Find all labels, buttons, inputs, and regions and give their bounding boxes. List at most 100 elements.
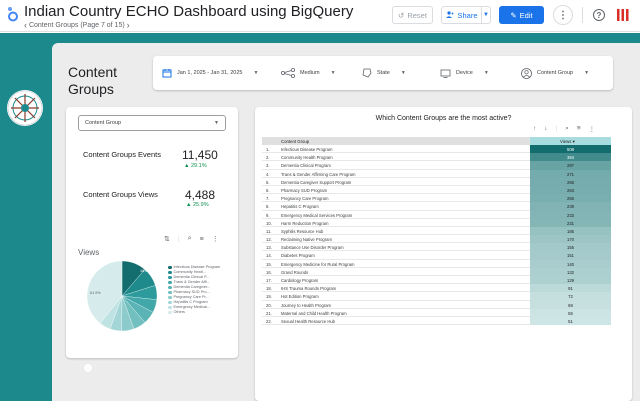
scroll-indicator[interactable] (84, 364, 92, 372)
date-range-label: Jan 1, 2025 - Jan 31, 2025 (177, 70, 243, 76)
table-row[interactable]: 12. Reclaiming Native Program 170 (262, 235, 611, 244)
legend-item[interactable]: Pharmacy SUD Pro... (168, 290, 230, 295)
table-row[interactable]: 22. Sexual Health Resource Hub 51 (262, 316, 611, 326)
legend-label: Others (173, 310, 185, 314)
share-dropdown-button[interactable]: ▼ (481, 6, 491, 24)
edit-button[interactable]: ✎ Edit (499, 6, 544, 24)
views-cell: 256 (530, 194, 611, 203)
table-row[interactable]: 6. Pharmacy SUD Program 263 (262, 185, 611, 195)
medium-filter[interactable]: Medium ▼ (281, 56, 336, 90)
more-options-button[interactable]: ⋮ (553, 5, 573, 25)
table-row[interactable]: 8. Hepatitis C Program 239 (262, 202, 611, 211)
content-group-select[interactable]: Content Group ▼ (78, 115, 226, 131)
table-row[interactable]: 14. Diabetes Program 151 (262, 251, 611, 260)
table-row[interactable]: 19. Hot Edition Program 72 (262, 292, 611, 301)
views-cell: 263 (530, 185, 611, 195)
chevron-left-icon[interactable]: ‹ (24, 20, 27, 30)
content-group-cell: Dementia Clinical Program (281, 163, 331, 169)
sort-down-icon[interactable]: ↓ (544, 125, 548, 132)
legend-item[interactable]: Others (168, 310, 230, 315)
drill-up-icon[interactable]: ⇅ (164, 236, 170, 243)
views-cell: 155 (530, 243, 611, 252)
views-cell: 233 (530, 210, 611, 219)
views-value: 231 (567, 220, 574, 226)
row-number: 8. (266, 204, 270, 210)
legend-label: Infectious Disease Program (173, 265, 221, 269)
row-number: 22. (266, 318, 272, 324)
views-value: 129 (567, 278, 574, 283)
report-title[interactable]: Indian Country ECHO Dashboard using BigQ… (24, 3, 354, 20)
views-value: 151 (567, 253, 574, 259)
legend-swatch (168, 300, 172, 304)
column-header-content-group[interactable]: Content Group (281, 139, 310, 144)
table-row[interactable]: 18. IHS Trauma Rounds Program 91 (262, 284, 611, 293)
legend-item[interactable]: Hepatitis C Program (168, 300, 230, 305)
content-group-filter-label: Content Group (537, 70, 574, 76)
table-row[interactable]: 15. Emergency Medicine for Rural Program 1… (262, 259, 611, 268)
zoom-icon[interactable]: ⌕ (187, 235, 192, 242)
views-cell: 266 (530, 177, 611, 186)
row-number: 15. (266, 261, 272, 267)
table-row[interactable]: 7. Pregnancy Care Program 256 (262, 194, 611, 203)
views-pie-chart[interactable]: 18% 61.9% (86, 260, 158, 332)
share-button[interactable]: Share (441, 6, 482, 24)
row-number: 7. (266, 196, 270, 202)
table-row[interactable]: 1. Infectious Disease Program 508 (262, 145, 611, 154)
date-range-control[interactable]: Jan 1, 2025 - Jan 31, 2025 ▼ (162, 56, 258, 90)
content-group-cell: Emergency Medical Services Program (281, 212, 353, 218)
dropdown-arrow-icon: ▼ (330, 70, 336, 76)
state-filter[interactable]: State ▼ (362, 56, 406, 90)
content-group-cell: Substance Use Disorder Program (281, 245, 344, 251)
table-row[interactable]: 21. Maternal and Child Health Program 55 (262, 308, 611, 317)
table-row[interactable]: 13. Substance Use Disorder Program 155 (262, 243, 611, 252)
table-row[interactable]: 20. Journey to Health Program 69 (262, 300, 611, 309)
zoom-icon[interactable]: ⌕ (565, 125, 569, 132)
filter-icon[interactable]: ≡ (576, 125, 581, 132)
table-row[interactable]: 10. Harm Reduction Program 231 (262, 218, 611, 227)
legend-item[interactable]: Pregnancy Care Pr... (168, 295, 230, 300)
page-navigator[interactable]: ‹ Content Groups (Page 7 of 15) › (24, 20, 130, 30)
legend-item[interactable]: Infectious Disease Program (168, 265, 230, 270)
table-row[interactable]: 4. Trans & Gender Affirming Care Program 2… (262, 169, 611, 178)
toolbar-divider: | (555, 125, 558, 132)
views-value: 271 (567, 171, 574, 177)
help-icon[interactable]: ? (593, 9, 605, 21)
table-row[interactable]: 5. Dementia Caregiver Support Program 266 (262, 177, 611, 186)
filter-icon[interactable]: ≡ (199, 235, 204, 243)
apps-bars-icon[interactable] (616, 7, 630, 23)
legend-item[interactable]: Community Healt... (168, 270, 230, 275)
device-filter[interactable]: Device ▼ (440, 56, 489, 90)
person-add-icon (446, 10, 454, 20)
column-header-views[interactable]: Views ▾ (530, 137, 611, 145)
legend-swatch (168, 280, 172, 284)
more-vert-icon[interactable]: ⋮ (588, 126, 596, 133)
table-row[interactable]: 11. Syphilis Resource Hub 185 (262, 226, 611, 236)
legend-item[interactable]: Emergency Medical... (168, 305, 230, 310)
pie-slice[interactable] (86, 260, 123, 324)
table-row[interactable]: 2. Community Health Program 394 (262, 153, 611, 162)
table-row[interactable]: 17. Cardiology Program 129 (262, 276, 611, 285)
views-value: 239 (567, 204, 574, 210)
legend-item[interactable]: Dementia Clinical P... (168, 275, 230, 280)
table-row[interactable]: 16. Grand Rounds 132 (262, 267, 611, 276)
legend-item[interactable]: Dementia Caregiver... (168, 285, 230, 290)
toolbar-divider: | (177, 235, 180, 243)
views-value: 72 (568, 294, 573, 300)
table-row[interactable]: 3. Dementia Clinical Program 297 (262, 161, 611, 170)
reset-button[interactable]: ↺ Reset (392, 6, 433, 24)
page-title: Content Groups (68, 64, 118, 97)
legend-item[interactable]: Trans & Gender Affi... (168, 280, 230, 285)
content-group-filter[interactable]: Content Group ▼ (521, 56, 589, 90)
table-row[interactable]: 9. Emergency Medical Services Program 233 (262, 210, 611, 219)
legend-label: Emergency Medical... (173, 305, 211, 309)
table-body: 1. Infectious Disease Program 508 2. Communi… (262, 145, 611, 326)
sort-up-icon[interactable]: ↑ (533, 125, 537, 132)
views-cell: 170 (530, 235, 611, 244)
row-number: 17. (266, 278, 272, 283)
app-bar: Indian Country ECHO Dashboard using BigQ… (0, 0, 640, 32)
chevron-right-icon[interactable]: › (126, 20, 130, 30)
share-nodes-icon (281, 68, 295, 78)
more-vert-icon: ⋮ (558, 9, 568, 21)
more-vert-icon[interactable]: ⋮ (211, 236, 219, 243)
views-cell: 185 (530, 226, 611, 236)
